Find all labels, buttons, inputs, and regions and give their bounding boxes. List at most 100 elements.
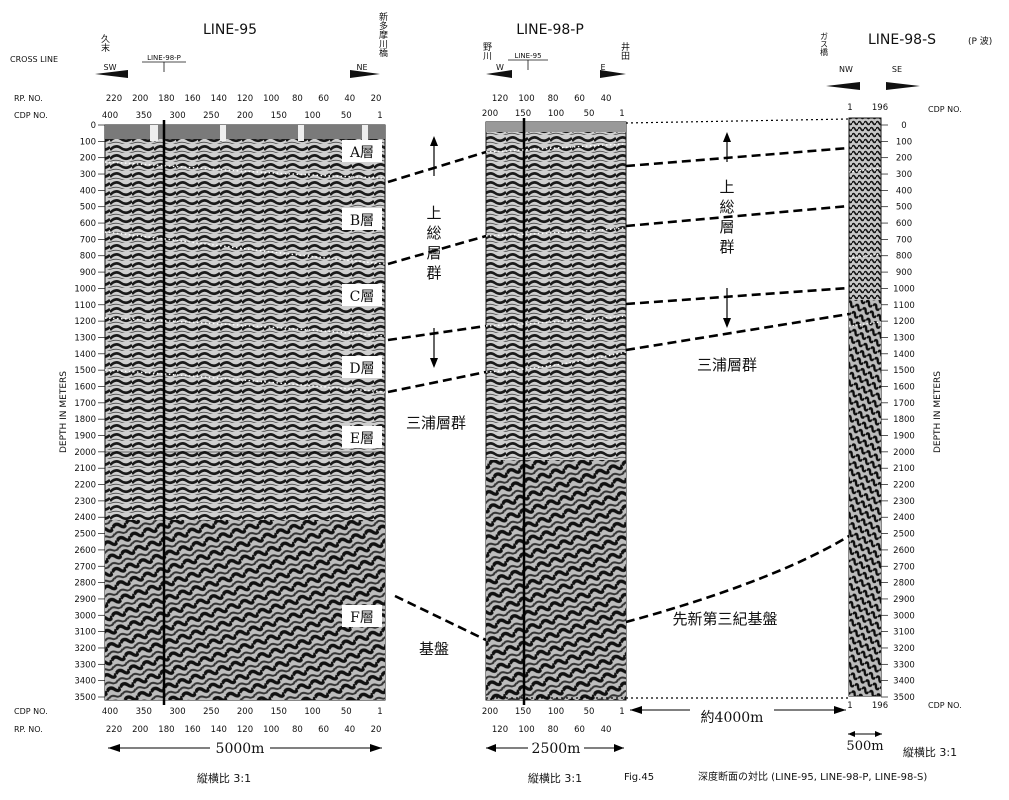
rp-tick-label: 120 (237, 94, 253, 104)
cdp-tick-label: 1 (847, 103, 852, 113)
kazusa-group-right: 上 総 層 群 (719, 132, 735, 328)
line95-section-panel (104, 120, 386, 705)
cdp-tick-label: 200 (237, 111, 253, 121)
cdp-tick-label: 50 (341, 111, 352, 121)
svg-text:総: 総 (719, 198, 734, 216)
depth-tick-label: 3300 (893, 660, 915, 670)
line95-rp-top-ticks: 220 200 180 160 140 120 100 80 60 40 20 (106, 94, 382, 104)
depth-tick-label: 2400 (893, 513, 915, 523)
depth-tick-label: 2300 (893, 497, 915, 507)
place-nogawa: 野川 (481, 42, 492, 60)
depth-tick-label: 3200 (74, 644, 96, 654)
line98s-title: LINE-98-S (868, 32, 936, 48)
cdp-tick-label: 350 (136, 111, 152, 121)
cdp-tick-label: 150 (271, 707, 287, 717)
depth-tick-label: 1300 (893, 333, 915, 343)
depth-tick-label: 1600 (74, 382, 96, 392)
line95-cdp-top-ticks: 400 350 300 250 200 150 100 50 1 (102, 111, 383, 121)
cdp-tick-label: 1 (847, 701, 852, 711)
depth-tick-label: 700 (80, 235, 96, 245)
depth-tick-label: 2100 (893, 464, 915, 474)
depth-tick-label: 100 (80, 137, 96, 147)
depth-tick-label: 2500 (74, 530, 96, 540)
depth-axis-title-left: DEPTH IN METERS (59, 371, 69, 453)
rp-tick-label: 60 (318, 94, 329, 104)
cdp-tick-label: 1 (377, 111, 382, 121)
top-alignment-dotted (625, 118, 850, 124)
rp-tick-label: 100 (518, 94, 534, 104)
rp-tick-label: 100 (263, 725, 279, 735)
layer-label-c: C層 (342, 284, 382, 306)
cdp-tick-label: 1 (619, 707, 624, 717)
aspect-ratio-line98p: 縦横比 3:1 (528, 771, 582, 785)
cdp-no-label-right-top: CDP NO. (928, 105, 962, 114)
depth-tick-label: 2700 (893, 562, 915, 572)
rp-tick-label: 120 (237, 725, 253, 735)
depth-tick-label: 3000 (74, 611, 96, 621)
rp-tick-label: 160 (184, 94, 200, 104)
place-gasubashi: ガス橋 (820, 32, 829, 57)
depth-tick-label: 3500 (893, 693, 915, 703)
place-kuse: 久末 (99, 33, 110, 53)
depth-tick-label: 3400 (74, 677, 96, 687)
svg-text:2500m: 2500m (532, 741, 581, 757)
depth-tick-label: 1400 (893, 350, 915, 360)
rp-tick-label: 40 (344, 725, 355, 735)
miura-group-label-mid: 三浦層群 (406, 414, 466, 432)
rp-tick-label: 220 (106, 94, 122, 104)
rp-tick-label: 20 (371, 94, 382, 104)
depth-tick-label: 300 (896, 170, 912, 180)
rp-tick-label: 20 (371, 725, 382, 735)
figure-caption: 深度断面の対比 (LINE-95, LINE-98-P, LINE-98-S) (698, 770, 927, 783)
depth-tick-label: 200 (80, 154, 96, 164)
depth-tick-label: 900 (80, 268, 96, 278)
rp-tick-label: 200 (132, 725, 148, 735)
cdp-tick-label: 50 (584, 109, 595, 119)
depth-tick-label: 2200 (893, 481, 915, 491)
cdp-no-label-top: CDP NO. (14, 111, 48, 120)
aspect-ratio-line95: 縦横比 3:1 (197, 771, 251, 785)
svg-text:W: W (496, 63, 504, 72)
aspect-ratio-line98s: 縦横比 3:1 (903, 745, 957, 759)
depth-tick-label: 2800 (74, 579, 96, 589)
rp-tick-label: 120 (492, 725, 508, 735)
cdp-tick-label: 100 (304, 111, 320, 121)
depth-tick-label: 800 (80, 252, 96, 262)
figure-number: Fig.45 (624, 772, 654, 783)
depth-tick-label: 100 (896, 137, 912, 147)
cdp-tick-label: 150 (515, 707, 531, 717)
rp-tick-label: 60 (574, 725, 585, 735)
depth-tick-label: 1100 (74, 301, 96, 311)
rp-tick-label: 80 (548, 94, 559, 104)
rp-tick-label: 80 (548, 725, 559, 735)
rp-tick-label: 200 (132, 94, 148, 104)
depth-tick-label: 1200 (74, 317, 96, 327)
svg-text:5000m: 5000m (216, 741, 265, 757)
depth-tick-label: 1000 (893, 284, 915, 294)
depth-tick-label: 1600 (893, 382, 915, 392)
cdp-tick-label: 150 (515, 109, 531, 119)
depth-tick-label: 2400 (74, 513, 96, 523)
depth-tick-label: 3400 (893, 677, 915, 687)
rp-tick-label: 140 (211, 725, 227, 735)
cdp-tick-label: 100 (548, 109, 564, 119)
cdp-tick-label: 100 (548, 707, 564, 717)
cross-ref-on-line98p: LINE-95 (514, 52, 541, 60)
cdp-tick-label: 250 (203, 111, 219, 121)
depth-tick-label: 2000 (893, 448, 915, 458)
line98p-section-panel (485, 118, 627, 705)
line98p-cdp-top-ticks: 200 150 100 50 1 (482, 109, 625, 119)
layer-label-d: D層 (342, 356, 382, 378)
svg-text:群: 群 (426, 264, 441, 282)
svg-text:C層: C層 (350, 289, 375, 305)
depth-tick-label: 3100 (893, 628, 915, 638)
depth-tick-label: 500 (80, 203, 96, 213)
depth-scale-right: 0 100 200 300 400 500 600 700 800 900 1000 1100 1200… (881, 121, 915, 703)
cdp-tick-label: 400 (102, 111, 118, 121)
rp-tick-label: 40 (344, 94, 355, 104)
svg-text:SW: SW (104, 63, 117, 72)
depth-tick-label: 1700 (74, 399, 96, 409)
cdp-tick-label: 350 (136, 707, 152, 717)
depth-tick-label: 1900 (74, 432, 96, 442)
depth-tick-label: 1000 (74, 284, 96, 294)
